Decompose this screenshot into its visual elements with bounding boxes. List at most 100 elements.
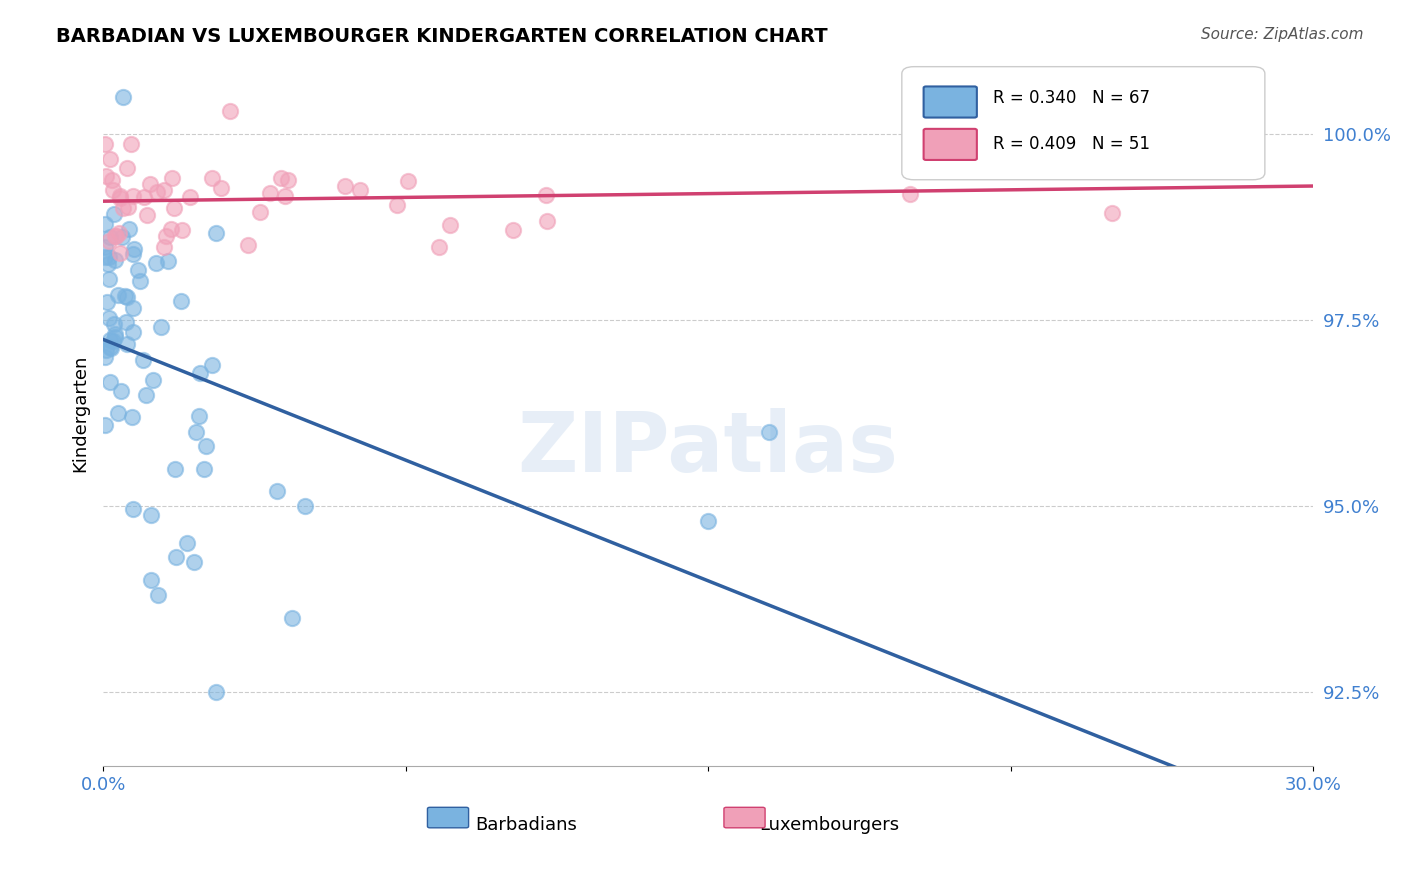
Point xyxy=(111,230,134,244)
Point xyxy=(179,190,201,204)
Point xyxy=(122,242,145,256)
Point xyxy=(139,574,162,588)
Text: BARBADIAN VS LUXEMBOURGER KINDERGARTEN CORRELATION CHART: BARBADIAN VS LUXEMBOURGER KINDERGARTEN C… xyxy=(56,27,828,45)
Point xyxy=(104,228,127,243)
Point xyxy=(169,293,191,308)
Point xyxy=(115,336,138,351)
Point xyxy=(98,311,121,326)
Point xyxy=(758,425,780,439)
Point xyxy=(118,221,141,235)
Text: R = 0.340   N = 67: R = 0.340 N = 67 xyxy=(993,89,1150,107)
Point xyxy=(94,169,117,183)
Point xyxy=(129,275,152,289)
Point xyxy=(111,90,134,104)
FancyBboxPatch shape xyxy=(724,807,765,828)
Point xyxy=(219,104,242,119)
Point xyxy=(121,501,143,516)
Point xyxy=(110,384,132,398)
Point xyxy=(249,204,271,219)
Point xyxy=(98,333,121,347)
Point xyxy=(163,202,186,216)
Point xyxy=(120,136,142,151)
Point xyxy=(152,183,174,197)
Point xyxy=(121,188,143,202)
Point xyxy=(103,207,125,221)
Text: ZIPatlas: ZIPatlas xyxy=(517,408,898,489)
Point xyxy=(259,186,281,200)
Point xyxy=(94,217,117,231)
Point xyxy=(121,409,143,424)
Point xyxy=(898,186,921,201)
Point xyxy=(96,294,118,309)
Point xyxy=(1101,206,1123,220)
Point xyxy=(108,191,131,205)
Point xyxy=(104,326,127,341)
Point xyxy=(98,375,121,389)
FancyBboxPatch shape xyxy=(924,87,977,118)
FancyBboxPatch shape xyxy=(901,67,1265,180)
Point xyxy=(114,289,136,303)
Text: Source: ZipAtlas.com: Source: ZipAtlas.com xyxy=(1201,27,1364,42)
Point xyxy=(101,173,124,187)
Point xyxy=(111,201,134,215)
Point xyxy=(108,189,131,203)
Point xyxy=(104,330,127,344)
Point xyxy=(146,186,169,200)
Point xyxy=(697,514,720,528)
Point xyxy=(277,173,299,187)
Point xyxy=(104,253,127,268)
Point xyxy=(98,230,121,244)
Point xyxy=(115,290,138,304)
Point xyxy=(349,183,371,197)
Point xyxy=(980,139,1002,153)
Point xyxy=(170,223,193,237)
Point xyxy=(333,179,356,194)
Point xyxy=(142,373,165,387)
Point xyxy=(159,222,181,236)
Point xyxy=(101,334,124,348)
Point xyxy=(146,588,169,602)
Point xyxy=(195,439,218,453)
Point xyxy=(97,251,120,265)
Point xyxy=(1060,158,1083,172)
Point xyxy=(145,256,167,270)
Point xyxy=(165,462,187,476)
Point xyxy=(294,499,316,513)
Point xyxy=(201,358,224,372)
Point xyxy=(100,341,122,355)
Point xyxy=(121,301,143,315)
Point xyxy=(94,136,117,151)
Point xyxy=(149,320,172,334)
Point xyxy=(132,190,155,204)
Point xyxy=(266,484,288,499)
Point xyxy=(183,556,205,570)
Text: Luxembourgers: Luxembourgers xyxy=(759,816,900,834)
Point xyxy=(160,171,183,186)
Point xyxy=(135,208,157,222)
FancyBboxPatch shape xyxy=(427,807,468,828)
Point xyxy=(184,425,207,439)
Point xyxy=(138,178,160,192)
Point xyxy=(502,222,524,236)
Text: Barbadians: Barbadians xyxy=(475,816,578,834)
Point xyxy=(188,366,211,380)
Point xyxy=(135,388,157,402)
Point xyxy=(107,288,129,302)
Point xyxy=(396,174,419,188)
Point xyxy=(281,610,304,624)
Point xyxy=(103,318,125,332)
Point xyxy=(205,685,228,699)
Text: R = 0.409   N = 51: R = 0.409 N = 51 xyxy=(993,136,1150,153)
Point xyxy=(97,271,120,285)
Y-axis label: Kindergarten: Kindergarten xyxy=(72,354,89,472)
Point xyxy=(117,200,139,214)
Point xyxy=(101,183,124,197)
Point xyxy=(273,189,295,203)
Point xyxy=(534,187,557,202)
Point xyxy=(94,250,117,264)
Point xyxy=(270,170,292,185)
Point xyxy=(236,238,259,252)
Point xyxy=(188,409,211,423)
Point xyxy=(127,262,149,277)
Point xyxy=(205,226,228,240)
